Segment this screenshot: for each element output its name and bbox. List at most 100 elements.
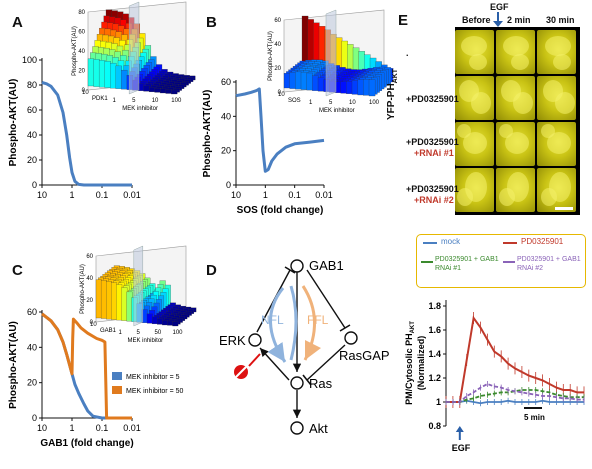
x-tick-label: 0.1	[288, 190, 301, 200]
time-scale-label: 5 min	[524, 413, 545, 422]
surface-cell	[116, 284, 123, 321]
series-line-2	[446, 389, 584, 403]
surface-cell	[111, 282, 118, 320]
inset-ax2-tick: 5	[132, 98, 136, 104]
inset-ax2-tick: 10	[152, 98, 159, 104]
inset-z-tick: 40	[86, 276, 93, 282]
ffl-label: FFL	[307, 313, 329, 327]
node-rasgap	[344, 331, 358, 345]
y-axis-label: PM/Cytosolic PHAKT(Normalized)	[404, 321, 426, 405]
node-erk	[248, 333, 262, 347]
x-axis-label: SOS (fold change)	[237, 205, 324, 216]
y-tick-label: 20	[27, 378, 37, 388]
cell-body	[457, 124, 471, 138]
node-rasgap-label: RasGAP	[339, 348, 390, 363]
surface-cell	[351, 80, 359, 95]
inset-ax2-label: MEK inhibitor	[319, 108, 355, 114]
timepoint-0: Before	[462, 15, 491, 25]
inset-z-label: Phospho-AKT(AU)	[80, 264, 86, 314]
y-tick-label: 0.8	[428, 421, 441, 431]
edge-rasgap-ras	[306, 344, 346, 381]
row-2-label: +PD0325901	[406, 137, 459, 147]
timepoint-1: 2 min	[507, 15, 531, 25]
micrograph-r2-c2	[537, 122, 576, 166]
panel-a-letter: A	[12, 14, 23, 31]
node-gab1	[290, 259, 304, 273]
inset-ax1-label: GAB1	[100, 328, 117, 334]
surface-cell	[93, 59, 100, 87]
panel-f-chart: 0.8 1 1.2 1.4 1.6 1.8PM/Cytosolic PHAKT(Norma…	[404, 300, 585, 453]
legend-pd: PD0325901	[521, 237, 564, 246]
cell-body	[511, 54, 529, 70]
cell-body	[499, 124, 513, 138]
y-tick-label: 40	[221, 111, 231, 121]
y-tick-label: 1.2	[428, 373, 441, 383]
surface-cell	[167, 320, 174, 326]
inset-ax2-tick: 100	[171, 98, 182, 104]
y-tick-label: 1.4	[428, 349, 441, 359]
surface-cell	[160, 88, 167, 94]
y-tick-label: 20	[27, 155, 37, 165]
surface-cell	[363, 79, 370, 96]
legend-mek50: MEK inhibitor = 50	[126, 388, 183, 395]
network-diagram: GAB1 ERK RasGAP Ras Akt NFL FFL	[219, 258, 390, 436]
inset-ax2-tick: 5	[329, 100, 333, 106]
nfl-label: NFL	[261, 313, 284, 327]
y-tick-label: 0	[32, 413, 37, 423]
inset-z-tick: 0	[278, 90, 282, 96]
surface-cell	[98, 60, 106, 88]
surface-cell	[283, 73, 291, 89]
inset-z-tick: 0	[82, 88, 86, 94]
inset-z-tick: 20	[78, 69, 85, 75]
inset-z-label: Phospho-AKT(AU)	[72, 26, 78, 76]
cell-body	[505, 132, 529, 154]
series-line-0	[41, 81, 132, 187]
cell-body	[463, 132, 487, 154]
egf-label-top: EGF	[490, 2, 509, 12]
node-ras	[290, 376, 304, 390]
surface-cell	[357, 79, 364, 96]
surface-cell	[172, 321, 179, 327]
legend-mock: mock	[441, 237, 461, 246]
micrograph-r3-c0	[455, 168, 494, 212]
inset-ax2-tick: 1	[119, 330, 123, 336]
inset-z-tick: 80	[78, 10, 85, 16]
cell-body	[461, 36, 487, 56]
series-line-1	[41, 312, 132, 420]
inset-ax1-label: SOS	[288, 98, 301, 104]
panel-c-letter: C	[12, 262, 23, 279]
inset-z-tick: 60	[274, 18, 281, 24]
panel-e-letter: E	[398, 12, 409, 29]
cell-body	[555, 92, 575, 114]
node-ras-label: Ras	[309, 376, 333, 391]
cell-body	[547, 132, 571, 154]
inset-ax2-tick: 10	[349, 100, 356, 106]
nfl-loop	[267, 287, 287, 363]
surface-cell	[143, 85, 150, 92]
x-tick-label: 10	[37, 190, 47, 200]
surface-cell	[121, 69, 128, 90]
legend-swatch-rnai1	[421, 261, 433, 263]
cell-body	[471, 92, 491, 114]
legend-swatch-mock	[423, 242, 437, 244]
surface-cell	[340, 81, 347, 94]
micrograph-r1-c0	[455, 76, 494, 120]
cell-body	[541, 188, 557, 206]
cell-body	[457, 188, 473, 206]
timepoint-2: 30 min	[546, 15, 575, 25]
inset-ax2-tick: 1	[309, 100, 313, 106]
legend-swatch-mek50	[112, 386, 122, 394]
inset-z-tick: 60	[78, 30, 85, 36]
row-0-label: .	[406, 48, 409, 58]
micrograph-r2-c1	[496, 122, 535, 166]
surface-cell	[306, 72, 313, 91]
surface-cell	[151, 316, 158, 325]
inset-ax1-label: PDK1	[92, 96, 108, 102]
x-tick-label: 1	[263, 190, 268, 200]
y-tick-label: 60	[27, 105, 37, 115]
y-tick-label: 60	[27, 307, 37, 317]
surface-cell	[295, 71, 302, 90]
